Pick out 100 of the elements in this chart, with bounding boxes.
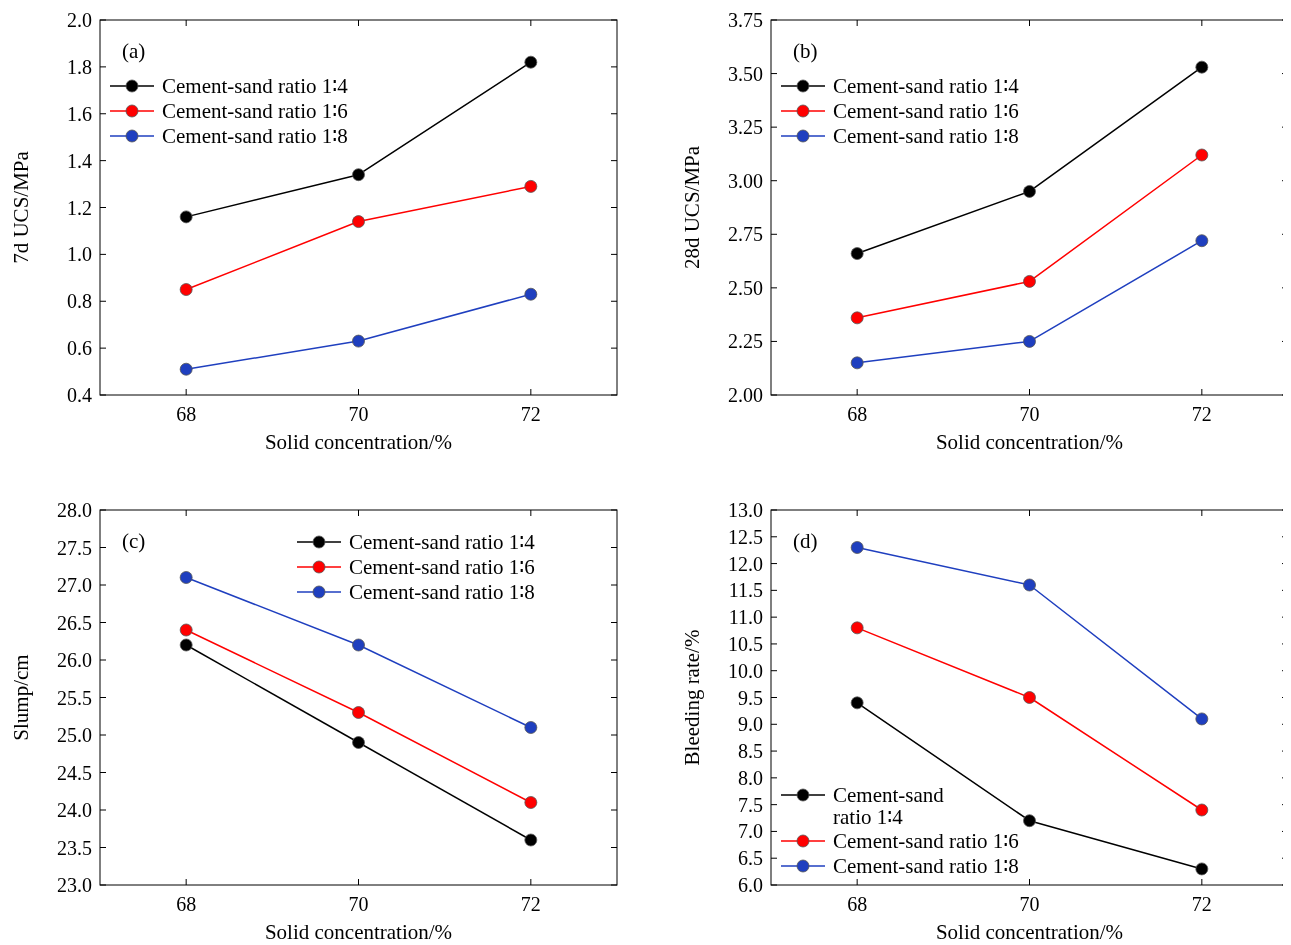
legend-label: Cement-sand ratio 1∶8 bbox=[833, 854, 1019, 879]
x-tick-label: 70 bbox=[348, 893, 369, 915]
y-tick-label: 25.0 bbox=[57, 724, 92, 746]
text: (b) bbox=[793, 39, 818, 63]
y-tick-label: 12.0 bbox=[728, 552, 763, 575]
x-tick-label: 70 bbox=[1019, 893, 1040, 915]
x-tick-label: 68 bbox=[847, 403, 868, 425]
y-tick-label: 26.0 bbox=[57, 649, 92, 671]
y-tick-label: 3.25 bbox=[728, 116, 763, 139]
legend-label: Cement-sand ratio 1∶4 bbox=[833, 74, 1020, 99]
x-tick-label: 70 bbox=[348, 403, 369, 425]
point bbox=[352, 706, 365, 719]
point bbox=[352, 215, 365, 228]
y-tick-label: 25.5 bbox=[57, 686, 92, 709]
point bbox=[850, 356, 864, 370]
point bbox=[1195, 60, 1209, 74]
x-axis-title: Solid concentration/% bbox=[264, 920, 453, 944]
y-tick-label: 8.0 bbox=[738, 766, 763, 789]
point bbox=[352, 334, 365, 348]
x-tick-label: 68 bbox=[847, 893, 868, 915]
legend-label: Cement-sand ratio 1∶8 bbox=[349, 580, 535, 605]
legend-label: Cement-sand ratio 1∶4 bbox=[349, 530, 536, 555]
point bbox=[850, 696, 864, 710]
x-tick-label: 70 bbox=[1019, 403, 1040, 425]
x-axis-title: Solid concentration/% bbox=[264, 430, 453, 454]
y-tick-label: 0.8 bbox=[67, 290, 92, 313]
y-tick-label: 3.75 bbox=[728, 9, 763, 31]
y-tick-label: 6.5 bbox=[738, 847, 763, 870]
y-tick-label: 1.2 bbox=[67, 196, 92, 219]
x-tick-label: 68 bbox=[176, 893, 197, 915]
point bbox=[1023, 335, 1036, 348]
legend-label: Cement-sand ratio 1∶4 bbox=[162, 74, 349, 99]
y-axis-title: 28d UCS/MPa bbox=[680, 145, 704, 270]
point bbox=[1023, 814, 1036, 828]
y-tick-label: 2.50 bbox=[728, 276, 763, 299]
y-tick-label: 23.5 bbox=[57, 836, 92, 859]
point bbox=[352, 638, 365, 652]
legend-label: Cement-sand ratio 1∶8 bbox=[162, 124, 348, 149]
y-tick-label: 10.0 bbox=[728, 659, 763, 682]
point bbox=[1023, 691, 1036, 704]
point bbox=[1023, 275, 1036, 288]
y-tick-label: 1.8 bbox=[67, 55, 92, 78]
y-tick-label: 2.0 bbox=[67, 9, 92, 31]
point bbox=[352, 168, 365, 182]
point bbox=[179, 210, 193, 224]
point bbox=[179, 362, 193, 376]
legend-label: Cement-sand ratio 1∶6 bbox=[162, 99, 348, 124]
y-tick-label: 27.0 bbox=[57, 574, 92, 596]
x-tick-label: 72 bbox=[520, 893, 541, 915]
y-tick-label: 7.0 bbox=[738, 820, 763, 843]
legend-label: Cement-sand ratio 1∶6 bbox=[349, 555, 535, 580]
legend-label: Cement-sand ratio 1∶6 bbox=[833, 829, 1019, 854]
x-tick-label: 72 bbox=[520, 403, 541, 425]
text: (c) bbox=[122, 529, 146, 553]
y-tick-label: 24.5 bbox=[57, 761, 92, 784]
y-tick-label: 1.6 bbox=[67, 102, 92, 125]
y-tick-label: 3.00 bbox=[728, 169, 763, 192]
y-tick-label: 11.5 bbox=[728, 579, 763, 602]
y-tick-label: 0.6 bbox=[67, 337, 92, 360]
text: (a) bbox=[122, 39, 146, 63]
y-tick-label: 26.5 bbox=[57, 611, 92, 634]
y-tick-label: 2.25 bbox=[728, 330, 763, 353]
x-tick-label: 72 bbox=[1191, 403, 1212, 425]
point bbox=[850, 247, 864, 260]
point bbox=[524, 833, 538, 847]
point bbox=[850, 311, 864, 325]
point bbox=[1195, 148, 1209, 162]
y-tick-label: 0.4 bbox=[67, 384, 92, 406]
point bbox=[352, 736, 365, 749]
y-axis-title: Slump/cm bbox=[9, 654, 33, 741]
y-tick-label: 27.5 bbox=[57, 536, 92, 559]
y-tick-label: 8.5 bbox=[738, 740, 763, 763]
point bbox=[850, 621, 864, 635]
y-tick-label: 2.75 bbox=[728, 223, 763, 246]
point bbox=[179, 638, 193, 652]
point bbox=[1195, 862, 1209, 876]
y-tick-label: 13.0 bbox=[728, 499, 763, 521]
point bbox=[1023, 578, 1036, 592]
legend-label: Cement-sand ratio 1∶4 bbox=[833, 783, 945, 830]
point bbox=[850, 541, 864, 554]
y-tick-label: 3.50 bbox=[728, 62, 763, 85]
y-axis-title: 7d UCS/MPa bbox=[9, 150, 33, 264]
point bbox=[1023, 185, 1036, 198]
point bbox=[179, 623, 193, 637]
point bbox=[1195, 234, 1209, 248]
x-axis-title: Solid concentration/% bbox=[935, 920, 1124, 944]
point bbox=[524, 287, 538, 301]
legend-label: Cement-sand ratio 1∶8 bbox=[833, 124, 1019, 149]
y-tick-label: 9.0 bbox=[738, 713, 763, 736]
point bbox=[1195, 712, 1209, 726]
y-tick-label: 9.5 bbox=[738, 686, 763, 709]
point bbox=[179, 283, 193, 296]
y-tick-label: 12.5 bbox=[728, 525, 763, 548]
y-tick-label: 24.0 bbox=[57, 799, 92, 821]
y-tick-label: 7.5 bbox=[738, 793, 763, 816]
x-tick-label: 72 bbox=[1191, 893, 1212, 915]
y-tick-label: 10.5 bbox=[728, 632, 763, 655]
x-axis-title: Solid concentration/% bbox=[935, 430, 1124, 454]
point bbox=[524, 796, 538, 809]
point bbox=[524, 55, 538, 69]
